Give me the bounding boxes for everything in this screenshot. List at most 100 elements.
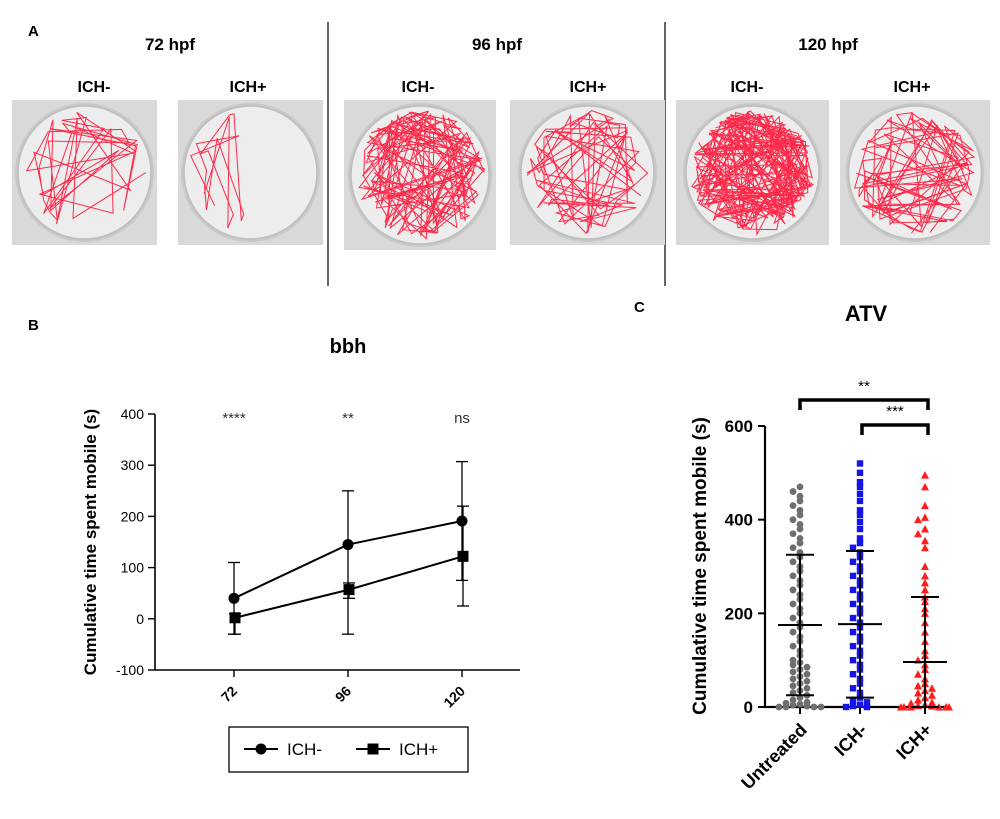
- significance-label: ****: [222, 410, 246, 427]
- locomotion-track: [190, 113, 245, 229]
- legend-marker-circle: [255, 743, 267, 755]
- data-point: [789, 701, 797, 709]
- data-point: [796, 700, 804, 708]
- x-tick-label: 120: [440, 683, 468, 711]
- data-point-square: [343, 584, 355, 596]
- data-point: [789, 696, 797, 704]
- data-point: [849, 671, 857, 678]
- data-point: [789, 558, 797, 566]
- condition-label: ICH+: [230, 79, 267, 96]
- locomotion-track: [691, 110, 815, 237]
- timepoint-label: 96 hpf: [472, 35, 522, 54]
- data-point: [856, 483, 864, 491]
- x-tick-label: 96: [332, 683, 354, 705]
- data-point: [789, 682, 797, 690]
- panel-b-letter: B: [28, 317, 39, 334]
- chart-b-title: bbh: [330, 336, 367, 358]
- data-point: [789, 516, 797, 524]
- data-point: [796, 539, 804, 547]
- significance-label: **: [858, 378, 870, 395]
- x-tick-label: ICH-: [831, 720, 871, 760]
- data-point: [789, 600, 797, 608]
- data-point: [849, 558, 857, 566]
- data-point: [921, 585, 929, 594]
- locomotion-track: [358, 110, 486, 240]
- data-point: [914, 670, 922, 678]
- data-point: [849, 685, 857, 692]
- x-tick-label: 72: [218, 683, 240, 705]
- y-axis-title: Cumulative time spent mobile (s): [81, 409, 100, 675]
- data-point: [928, 684, 936, 692]
- condition-label: ICH+: [570, 79, 607, 96]
- data-point: [856, 525, 864, 533]
- data-point: [914, 688, 922, 697]
- panel-c-letter: C: [634, 299, 645, 316]
- data-point: [856, 539, 864, 547]
- data-point: [849, 642, 857, 650]
- panel-b: B bbh -100 0 100 200 300 400 72 96 120 Cumulative…: [28, 317, 520, 773]
- data-point: [849, 572, 857, 580]
- chart-c-title: ATV: [845, 301, 888, 326]
- data-point: [789, 530, 797, 538]
- data-point: [796, 483, 804, 491]
- data-point: [789, 656, 797, 664]
- data-point: [921, 482, 929, 491]
- timepoint-label: 120 hpf: [798, 35, 858, 54]
- data-point: [849, 628, 857, 636]
- data-point: [856, 479, 864, 486]
- locomotion-track: [526, 110, 649, 235]
- data-point: [863, 703, 871, 711]
- data-point: [856, 507, 864, 514]
- data-point: [914, 681, 922, 690]
- legend-marker-square: [367, 743, 379, 755]
- data-point: [863, 699, 871, 706]
- timepoint-label: 72 hpf: [145, 35, 195, 54]
- y-tick-label: 600: [725, 417, 753, 436]
- y-tick-label: 0: [136, 611, 144, 627]
- x-tick-label: Untreated: [737, 720, 811, 794]
- y-tick-label: 200: [121, 508, 145, 524]
- data-point: [921, 525, 929, 533]
- data-point: [849, 544, 857, 551]
- data-point: [945, 703, 953, 711]
- well: [183, 105, 318, 240]
- y-tick-label: 100: [121, 560, 145, 576]
- panel-a: A 72 hpf ICH- ICH+ 96 hpf ICH- ICH+ 120 hpf ICH…: [12, 22, 990, 286]
- data-point: [810, 703, 818, 711]
- data-point: [817, 703, 825, 711]
- data-point: [921, 571, 929, 580]
- data-point: [796, 492, 804, 500]
- data-point: [789, 502, 797, 510]
- data-point: [856, 511, 864, 519]
- data-point: [849, 586, 857, 594]
- data-point: [856, 497, 864, 505]
- y-tick-label: -100: [116, 662, 144, 678]
- data-point: [789, 675, 797, 683]
- condition-label: ICH-: [731, 79, 764, 96]
- significance-bracket: [860, 423, 930, 435]
- data-point: [789, 572, 797, 580]
- data-point-circle: [456, 515, 468, 527]
- data-point: [856, 460, 864, 467]
- data-point: [789, 628, 797, 636]
- data-point: [856, 469, 864, 477]
- legend: ICH- ICH+: [228, 726, 469, 773]
- data-point: [914, 695, 922, 704]
- data-point: [796, 520, 804, 528]
- data-point: [849, 600, 857, 608]
- data-point: [803, 670, 811, 678]
- data-point: [796, 497, 804, 505]
- data-point: [789, 614, 797, 622]
- data-point: [921, 562, 929, 570]
- data-point: [921, 543, 929, 552]
- locomotion-track: [854, 111, 976, 234]
- data-point: [921, 501, 929, 510]
- data-point: [928, 691, 936, 699]
- y-axis-title: Cumulative time spent mobile (s): [690, 417, 711, 715]
- locomotion-track: [25, 111, 147, 225]
- data-point: [782, 703, 790, 711]
- data-point: [796, 525, 804, 533]
- data-point: [856, 518, 864, 526]
- data-point: [789, 642, 797, 650]
- data-point: [803, 702, 811, 710]
